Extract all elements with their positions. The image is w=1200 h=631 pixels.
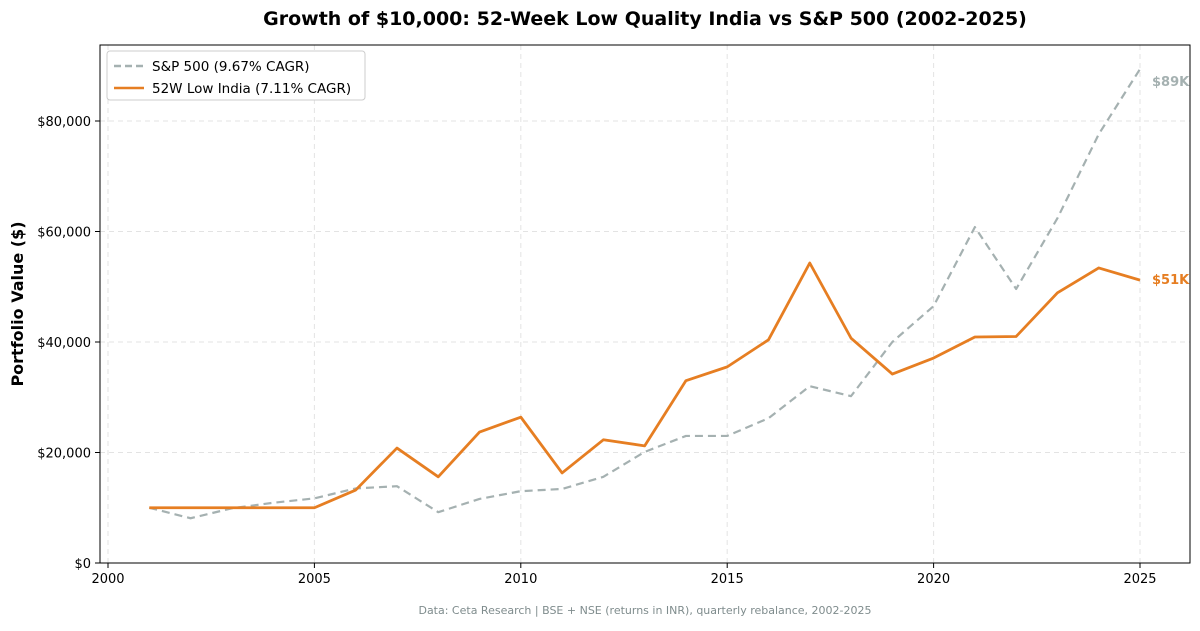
plot-frame — [99, 44, 1191, 564]
grid — [100, 45, 1190, 564]
axes: 2000 2005 2010 2015 2020 2025 $0 $20,000 $40,000… — [37, 44, 1191, 587]
y-tick-label: $40,000 — [37, 336, 91, 351]
y-tick-label: $80,000 — [37, 115, 91, 130]
series-line-sp500 — [149, 68, 1141, 520]
y-axis-label: Portfolio Value ($) — [8, 221, 27, 386]
x-tick-label: 2020 — [917, 572, 950, 587]
legend: S&P 500 (9.67% CAGR) 52W Low India (7.11… — [106, 50, 366, 101]
legend-box — [106, 50, 366, 101]
y-tick-label: $60,000 — [37, 226, 91, 241]
x-tick-label: 2000 — [91, 572, 124, 587]
y-tick-label: $20,000 — [37, 447, 91, 462]
series-line-india — [149, 261, 1141, 510]
legend-label-india: 52W Low India (7.11% CAGR) — [152, 81, 351, 97]
legend-label-sp500: S&P 500 (9.67% CAGR) — [152, 59, 310, 75]
x-tick-label: 2015 — [711, 572, 744, 587]
y-tick-label: $0 — [74, 557, 91, 572]
chart-title: Growth of $10,000: 52-Week Low Quality I… — [263, 8, 1027, 30]
series-lines: $89K $51K — [149, 68, 1190, 520]
end-label-sp500: $89K — [1152, 75, 1190, 90]
end-label-india: $51K — [1152, 273, 1190, 288]
x-tick-label: 2025 — [1123, 572, 1156, 587]
x-tick-label: 2010 — [504, 572, 537, 587]
footnote: Data: Ceta Research | BSE + NSE (returns… — [418, 604, 871, 617]
x-tick-label: 2005 — [298, 572, 331, 587]
